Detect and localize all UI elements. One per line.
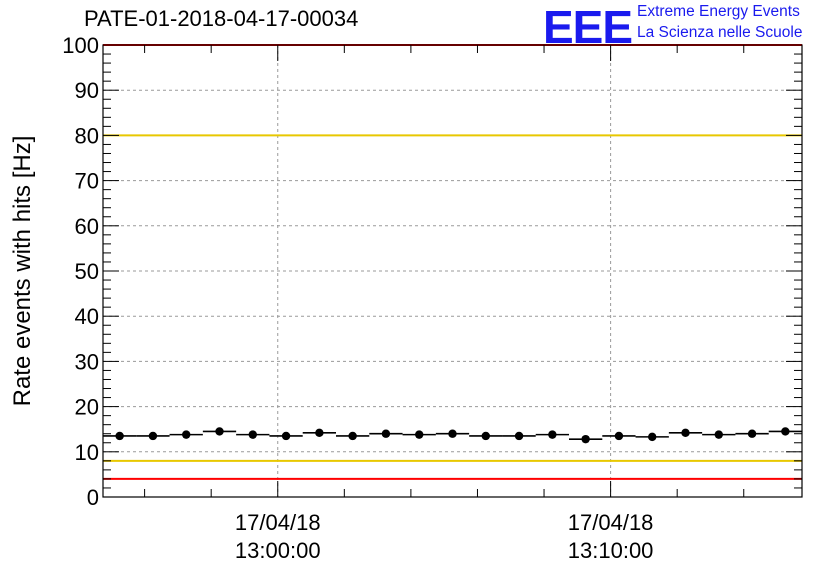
data-point (348, 431, 357, 441)
y-tick-label: 20 (75, 395, 99, 420)
data-point (781, 427, 790, 436)
y-tick-label: 100 (62, 33, 99, 58)
data-point (182, 430, 191, 439)
data-point (381, 429, 391, 438)
x-tick-label-time: 13:10:00 (568, 538, 654, 563)
axes (102, 44, 803, 498)
data-point (115, 431, 124, 441)
y-tick-label: 90 (75, 78, 99, 103)
y-tick-label: 50 (75, 259, 99, 284)
x-tick-label-date: 17/04/18 (235, 510, 321, 535)
y-tick-label: 30 (75, 349, 99, 374)
data-point (448, 429, 457, 438)
tick-labels: 0 10 20 30 40 50 60 70 80 90 100 17/04/18 13:00:00 17… (9, 33, 653, 563)
data-point (215, 427, 224, 436)
y-axis-title: Rate events with hits [Hz] (9, 136, 36, 407)
data-point (747, 429, 757, 438)
y-tick-label: 0 (87, 485, 99, 510)
data-point (614, 431, 624, 441)
logo-line-2: La Scienza nelle Scuole (637, 24, 803, 41)
reference-lines (103, 44, 802, 480)
data-point (415, 430, 424, 439)
data-point (514, 431, 524, 441)
y-tick-label: 70 (75, 169, 99, 194)
y-tick-label: 60 (75, 214, 99, 239)
data-point (481, 431, 490, 441)
data-point (714, 430, 723, 439)
grid (103, 45, 802, 497)
data-point (248, 430, 257, 439)
data-points (103, 427, 802, 444)
y-tick-label: 40 (75, 304, 99, 329)
x-tick-label-time: 13:00:00 (235, 538, 321, 563)
data-point (548, 430, 557, 439)
data-point (681, 428, 690, 438)
y-tick-label: 10 (75, 440, 99, 465)
logo-line-1: Extreme Energy Events (637, 3, 800, 20)
data-point (315, 428, 324, 438)
data-point (148, 431, 158, 441)
data-point (281, 431, 291, 441)
chart-title: PATE-01-2018-04-17-00034 (84, 6, 359, 31)
y-tick-label: 80 (75, 123, 99, 148)
eee-logo: EEE (543, 1, 633, 53)
x-tick-label-date: 17/04/18 (568, 510, 654, 535)
data-point (581, 434, 590, 444)
data-point (648, 432, 657, 442)
